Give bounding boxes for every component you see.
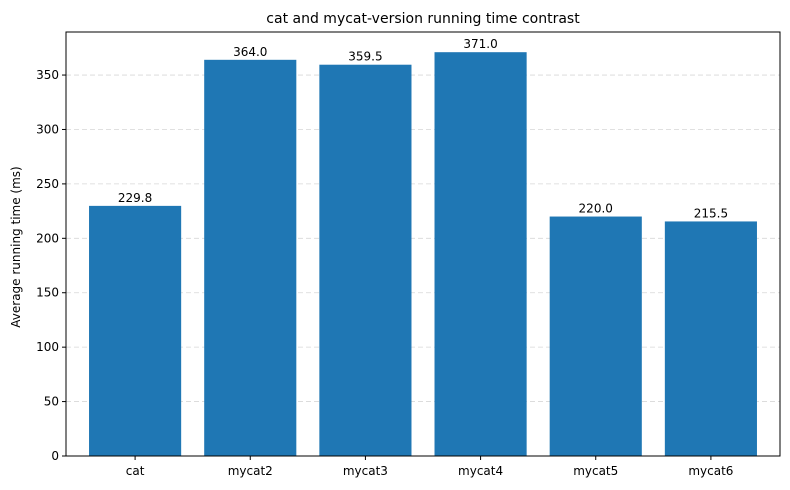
x-tick-label: cat (126, 464, 145, 478)
y-tick-label: 300 (36, 122, 59, 136)
y-tick-label: 50 (44, 395, 59, 409)
bar-mycat6 (664, 221, 757, 456)
bar-mycat4 (434, 52, 527, 456)
y-tick-label: 100 (36, 340, 59, 354)
x-tick-label: mycat4 (458, 464, 503, 478)
x-tick-label: mycat2 (228, 464, 273, 478)
bar-cat (89, 205, 182, 456)
bar-value-label: 229.8 (118, 191, 152, 205)
bar-value-label: 364.0 (233, 45, 267, 59)
bar-mycat5 (549, 216, 642, 456)
y-tick-label: 0 (51, 449, 59, 463)
x-axis-ticks: cat mycat2 mycat3 mycat4 mycat5 mycat6 (126, 456, 733, 478)
chart-title: cat and mycat-version running time contr… (266, 11, 580, 27)
grid-lines (66, 74, 780, 402)
bars (89, 52, 757, 457)
y-tick-label: 350 (36, 68, 59, 82)
x-tick-label: mycat6 (688, 464, 733, 478)
x-tick-label: mycat5 (573, 464, 618, 478)
bar-value-label: 220.0 (579, 202, 613, 216)
bar-value-label: 215.5 (694, 206, 728, 220)
bar-value-label: 359.5 (348, 50, 382, 64)
plot-frame (65, 31, 781, 457)
bar-value-labels: 229.8 364.0 359.5 371.0 220.0 215.5 (118, 37, 728, 220)
bar-value-label: 371.0 (463, 37, 497, 51)
x-tick-label: mycat3 (343, 464, 388, 478)
y-tick-label: 200 (36, 231, 59, 245)
y-axis-label: Average running time (ms) (9, 166, 23, 327)
y-tick-label: 150 (36, 286, 59, 300)
bar-mycat3 (319, 64, 412, 456)
y-axis-ticks: 0 50 100 150 200 250 300 350 (36, 68, 66, 463)
bar-mycat2 (204, 59, 297, 457)
y-tick-label: 250 (36, 177, 59, 191)
